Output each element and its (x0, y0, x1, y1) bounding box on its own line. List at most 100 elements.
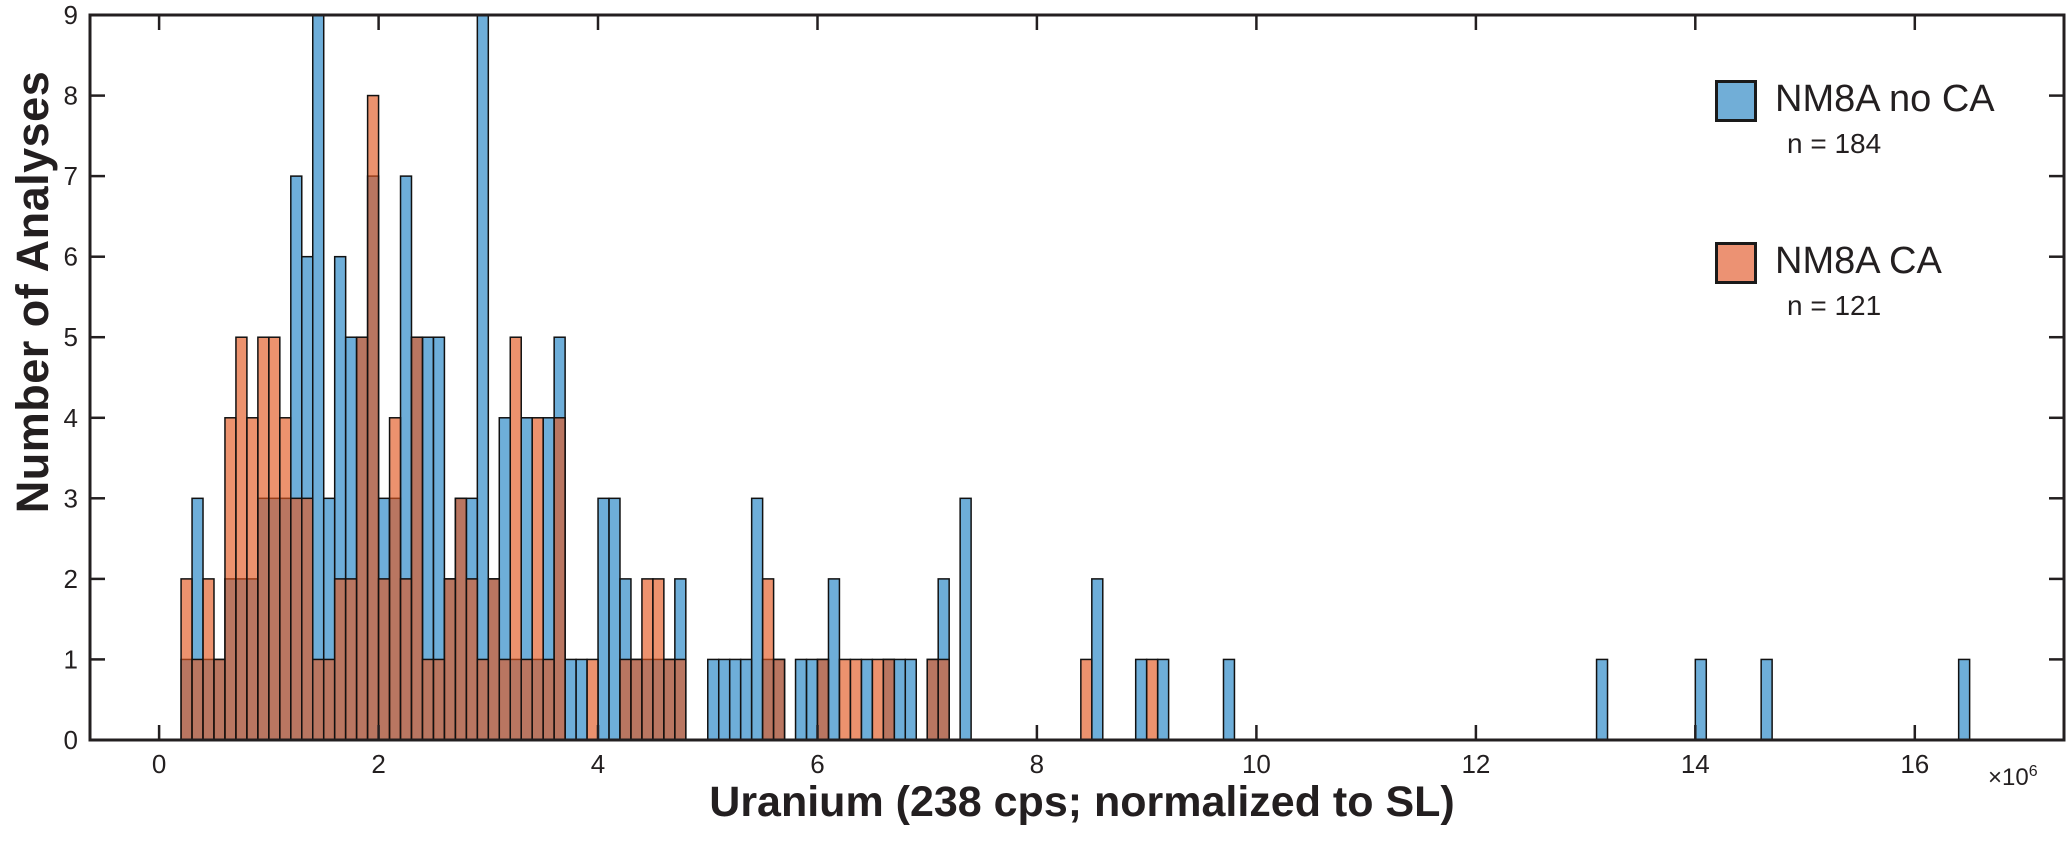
x-tick-label: 14 (1681, 749, 1710, 779)
histogram-bar-ca (443, 578, 457, 741)
histogram-bar-ca (333, 578, 347, 741)
x-axis-title: Uranium (238 cps; normalized to SL) (709, 778, 1455, 826)
histogram-bar-ca (465, 578, 479, 741)
histogram-bar-ca (772, 658, 786, 741)
histogram-bar-ca (531, 417, 544, 741)
histogram-bar-no-ca (1091, 578, 1104, 741)
histogram-bar-ca (312, 658, 325, 741)
x-tick-label: 12 (1461, 749, 1490, 779)
histogram-bar-no-ca (608, 497, 621, 741)
y-tick-label: 1 (64, 644, 78, 674)
histogram-bar-ca (630, 658, 643, 741)
histogram-bar-no-ca (1694, 658, 1708, 741)
axes-box (88, 13, 2066, 742)
histogram-bar-ca (542, 658, 555, 741)
y-tick-label: 2 (64, 564, 78, 594)
histogram-bar-no-ca (1222, 658, 1236, 741)
histogram-bar-no-ca (476, 14, 490, 741)
histogram-bar-no-ca (707, 658, 720, 741)
legend-swatch-blue-icon (1715, 80, 1757, 122)
histogram-bar-ca (246, 417, 259, 741)
histogram-bar-ca (432, 658, 446, 741)
histogram-bar-ca (1080, 658, 1093, 741)
legend-swatch-orange-icon (1715, 242, 1757, 284)
histogram-bar-ca (454, 497, 468, 741)
y-tick-label: 6 (64, 242, 78, 272)
histogram-bar-ca (520, 658, 533, 741)
histogram-bar-no-ca (750, 497, 764, 741)
offset-multiplier: ×10 (1988, 764, 2029, 791)
histogram-bar-no-ca (1957, 658, 1971, 741)
offset-exponent: 6 (2028, 763, 2038, 780)
x-tick-label: 10 (1242, 749, 1271, 779)
histogram-bar-no-ca (794, 658, 808, 741)
histogram-bar-ca (641, 578, 654, 741)
histogram-bar-no-ca (959, 497, 972, 741)
histogram-bar-no-ca (597, 497, 610, 741)
legend: NM8A no CA n = 184 NM8A CA n = 121 (1713, 78, 2043, 402)
histogram-bar-no-ca (893, 658, 907, 741)
histogram-bar-no-ca (1595, 658, 1609, 741)
histogram-bar-ca (1145, 658, 1159, 741)
histogram-bar-ca (674, 658, 687, 741)
histogram-bar-no-ca (860, 658, 874, 741)
histogram-bar-ca (366, 94, 380, 741)
histogram-bar-ca (509, 336, 522, 741)
histogram-bar-ca (191, 658, 204, 741)
legend-count: n = 184 (1787, 128, 1882, 159)
histogram-bar-ca (268, 336, 281, 741)
y-tick-label: 8 (64, 81, 78, 111)
legend-count: n = 121 (1787, 290, 1882, 321)
x-tick-label: 4 (591, 749, 605, 779)
histogram-bar-ca (816, 658, 830, 741)
histogram-bar-no-ca (904, 658, 918, 741)
y-tick-label: 4 (64, 403, 78, 433)
histogram-bar-ca (224, 417, 237, 741)
histogram-bar-ca (410, 336, 424, 741)
histogram-bar-no-ca (564, 658, 577, 741)
y-tick-label: 0 (64, 725, 78, 755)
histogram-bar-ca (257, 336, 270, 741)
x-axis-offset-label: ×106 (1988, 763, 2038, 792)
legend-label: NM8A CA (1775, 240, 1942, 282)
histogram-bar-ca (937, 658, 950, 741)
histogram-bar-no-ca (575, 658, 588, 741)
histogram-bar-ca (322, 658, 336, 741)
histogram-bar-ca (399, 578, 413, 741)
y-tick-label: 3 (64, 483, 78, 513)
histogram-bar-ca (202, 578, 215, 741)
histogram-bar-no-ca (1760, 658, 1773, 741)
histogram-bar-ca (279, 417, 292, 741)
histogram-bar-no-ca (827, 578, 841, 741)
histogram-bar-ca (476, 658, 490, 741)
histogram-bar-ca (344, 578, 358, 741)
histogram-bar-ca (652, 578, 665, 741)
histogram-bar-ca (180, 578, 193, 741)
histogram-bar-no-ca (805, 658, 819, 741)
histogram-bar-ca (235, 336, 248, 741)
y-axis-title: Number of Analyses (7, 70, 58, 514)
histogram-bar-ca (871, 658, 885, 741)
histogram-bar-ca (487, 578, 501, 741)
histogram-bar-no-ca (717, 658, 731, 741)
histogram-bar-ca (586, 658, 599, 741)
histogram-bar-ca (849, 658, 863, 741)
histogram-bar-ca (355, 336, 369, 741)
y-tick-label: 7 (64, 161, 78, 191)
histogram-bar-no-ca (1134, 658, 1148, 741)
legend-entry-nm8a-no-ca: NM8A no CA n = 184 (1713, 78, 2043, 188)
histogram-bar-ca (421, 658, 435, 741)
histogram-bar-ca (619, 658, 632, 741)
histogram-bar-ca (498, 658, 511, 741)
y-tick-label: 9 (64, 0, 78, 30)
histogram-bar-no-ca (312, 14, 325, 741)
histogram-bar-ca (301, 497, 314, 741)
x-tick-label: 0 (152, 749, 166, 779)
histogram-bar-no-ca (1156, 658, 1170, 741)
y-tick-label: 5 (64, 322, 78, 352)
histogram-bar-ca (290, 497, 303, 741)
x-tick-label: 2 (371, 749, 385, 779)
histogram-bar-ca (377, 578, 391, 741)
histogram-bar-ca (926, 658, 939, 741)
